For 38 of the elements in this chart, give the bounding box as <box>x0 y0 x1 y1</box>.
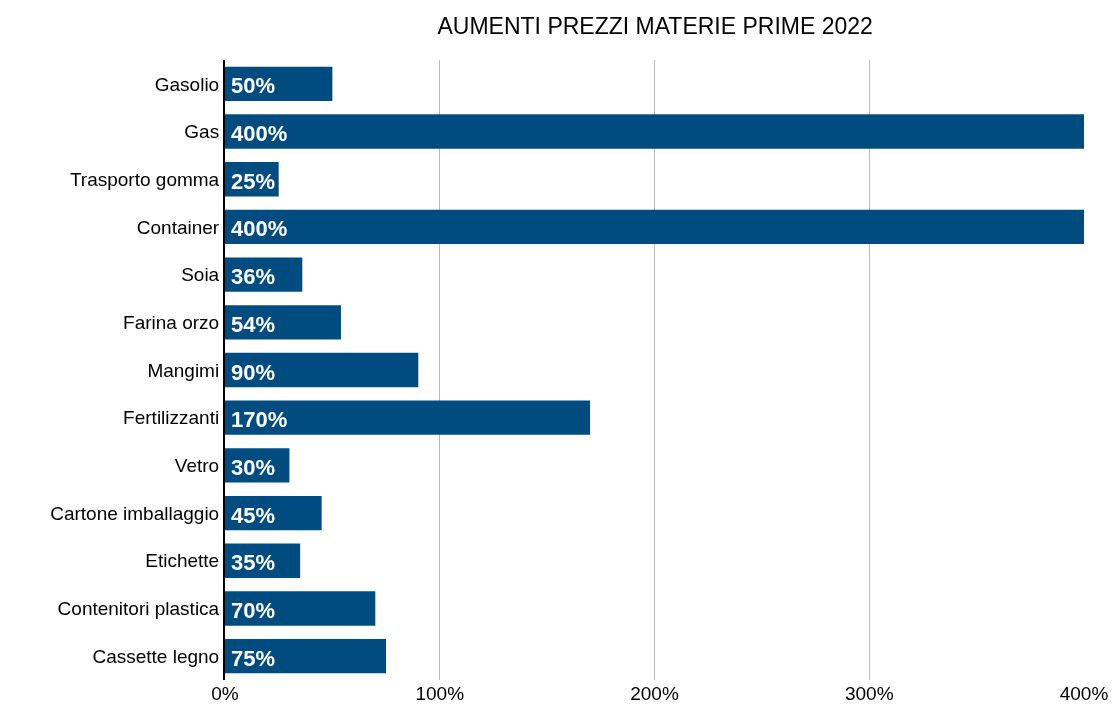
y-tick-label: Container <box>136 216 220 238</box>
x-tick-label: 0% <box>211 683 239 704</box>
bar <box>225 638 387 674</box>
data-label: 75% <box>231 646 276 671</box>
data-label: 54% <box>231 312 276 337</box>
y-tick-label: Trasporto gomma <box>69 168 220 190</box>
data-label: 400% <box>231 121 288 146</box>
data-label: 70% <box>231 598 276 623</box>
chart-title: AUMENTI PREZZI MATERIE PRIME 2022 <box>437 13 873 39</box>
y-tick-label: Mangimi <box>147 359 220 381</box>
y-tick-label: Vetro <box>174 455 220 477</box>
x-tick-label: 200% <box>630 683 679 704</box>
x-tick-label: 400% <box>1059 683 1109 704</box>
data-label: 25% <box>231 169 276 194</box>
y-tick-label: Farina orzo <box>123 311 220 333</box>
y-tick-label: Etichette <box>145 550 220 572</box>
y-tick-label: Cassette legno <box>92 645 220 667</box>
y-tick-label: Gasolio <box>154 73 220 95</box>
bar <box>225 400 591 435</box>
x-tick-label: 100% <box>415 683 465 704</box>
x-tick-label: 300% <box>844 683 894 704</box>
data-label: 45% <box>231 503 276 528</box>
data-label: 30% <box>231 455 276 480</box>
data-label: 36% <box>231 264 276 289</box>
y-tick-label: Cartone imballaggio <box>50 502 220 524</box>
data-label: 170% <box>231 407 288 432</box>
y-tick-label: Gas <box>184 121 220 143</box>
data-label: 35% <box>231 550 276 575</box>
y-tick-label: Fertilizzanti <box>123 407 220 429</box>
data-label: 50% <box>231 73 276 98</box>
y-tick-label: Contenitori plastica <box>57 598 220 620</box>
bar <box>225 209 1084 245</box>
data-label: 400% <box>231 216 288 241</box>
bar <box>225 591 376 626</box>
data-label: 90% <box>231 360 276 385</box>
bar <box>225 114 1084 149</box>
y-tick-label: Soia <box>181 264 220 286</box>
bar <box>225 352 419 388</box>
